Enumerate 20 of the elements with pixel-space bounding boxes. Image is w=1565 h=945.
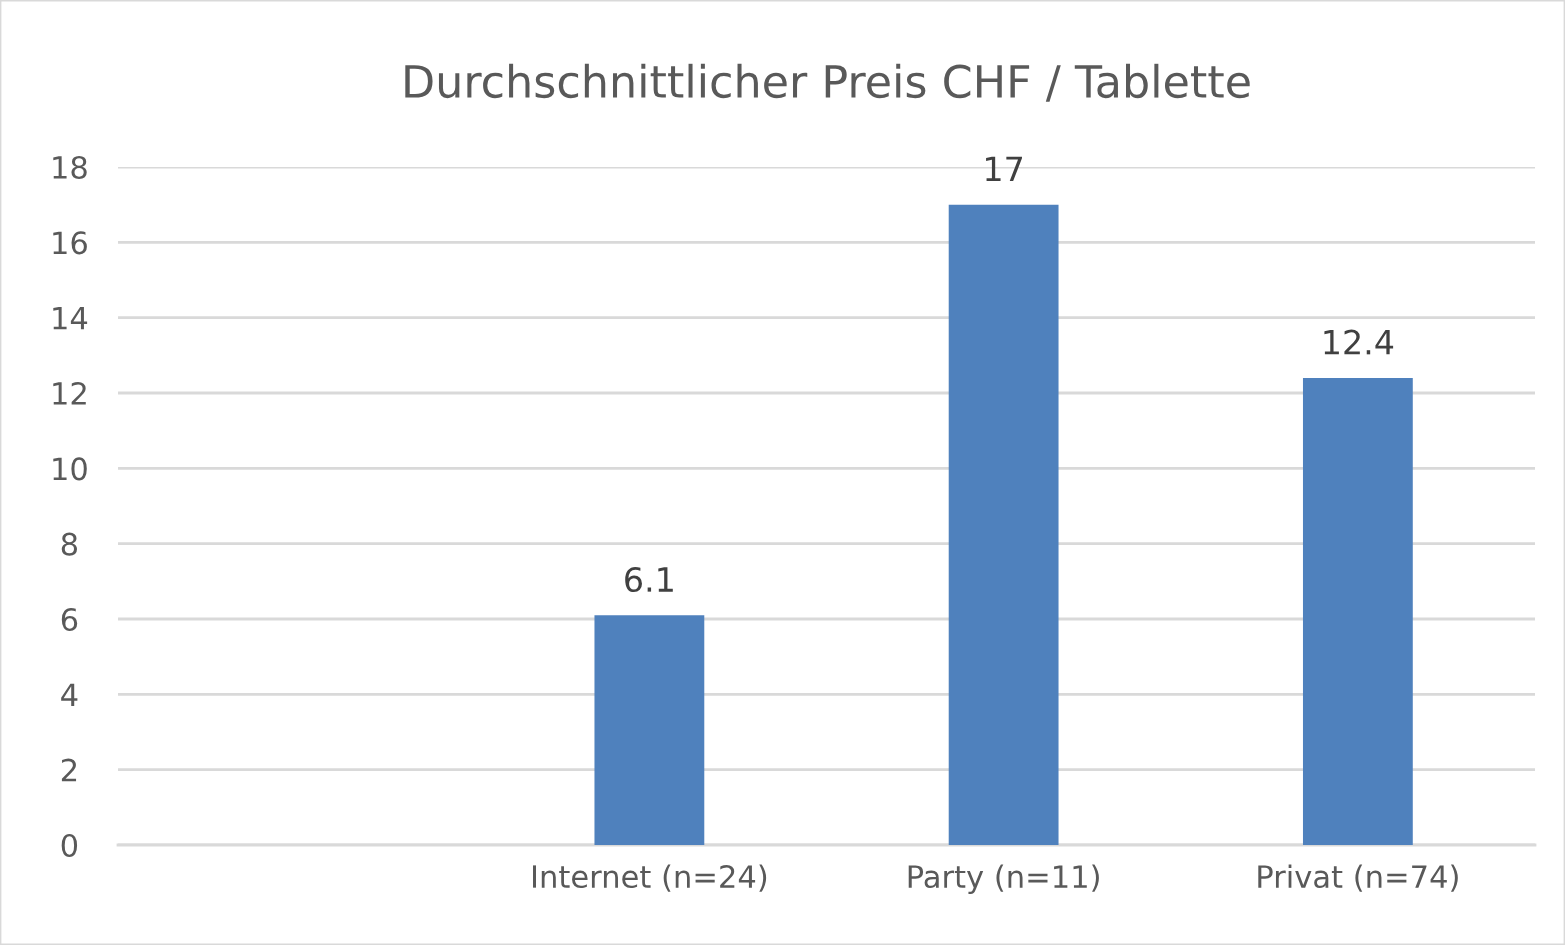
y-tick-label: 4 <box>61 683 78 706</box>
x-tick-label: Party (n=11) <box>908 864 1099 895</box>
y-tick-label: 18 <box>53 155 87 180</box>
y-tick-label: 16 <box>53 231 87 255</box>
x-tick-label: Internet (n=24) <box>533 864 767 892</box>
bar <box>594 615 705 845</box>
y-tick-label: 8 <box>61 532 78 556</box>
y-tick-label: 6 <box>61 607 78 632</box>
x-tick-label: Privat (n=74) <box>1258 864 1458 892</box>
data-label: 6.1 <box>625 566 673 593</box>
y-tick-label: 14 <box>53 307 88 330</box>
data-label: 12.4 <box>1324 329 1394 355</box>
bar <box>948 204 1059 845</box>
y-tick-label: 10 <box>53 457 87 481</box>
y-tick-label: 12 <box>53 381 86 405</box>
y-tick-label: 0 <box>61 833 78 858</box>
y-tick-label: 2 <box>61 758 77 782</box>
bar <box>1302 377 1413 845</box>
data-label: 17 <box>986 156 1022 182</box>
chart-title: Durchschnittlicher Preis CHF / Tablette <box>405 63 1250 102</box>
